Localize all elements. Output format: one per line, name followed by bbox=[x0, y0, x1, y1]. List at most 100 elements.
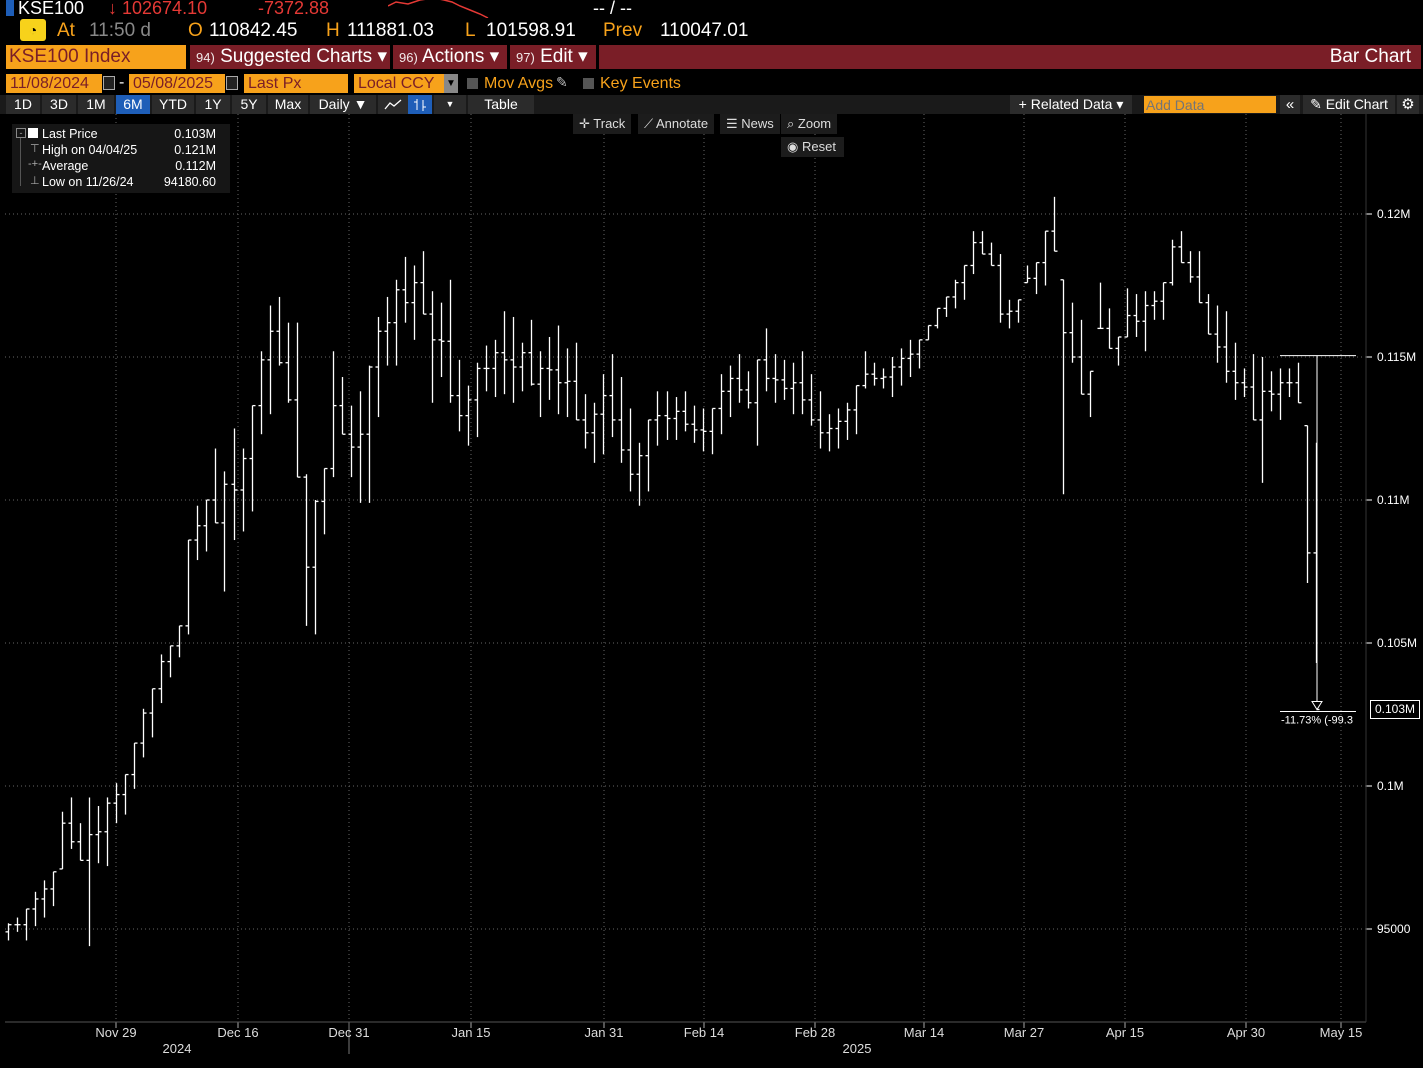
chart-style-dropdown-icon[interactable]: ▼ bbox=[434, 95, 466, 114]
period-1m[interactable]: 1M bbox=[78, 95, 114, 114]
ohlc-bar bbox=[1024, 265, 1031, 284]
price-chart[interactable]: -11.73% (-99.3 bbox=[0, 114, 1423, 1054]
period-1y[interactable]: 1Y bbox=[196, 95, 230, 114]
legend-low-value: 94180.60 bbox=[163, 175, 216, 189]
period-1d[interactable]: 1D bbox=[6, 95, 40, 114]
key-events-checkbox[interactable] bbox=[583, 78, 594, 89]
crosshair-icon: ✛ bbox=[579, 116, 594, 131]
ohlc-bar bbox=[1033, 261, 1040, 295]
ohlc-bar bbox=[673, 397, 680, 440]
start-date-field[interactable]: 11/08/2024 bbox=[6, 74, 102, 93]
period-6m[interactable]: 6M bbox=[116, 95, 150, 114]
period-5y[interactable]: 5Y bbox=[232, 95, 266, 114]
line-chart-icon[interactable] bbox=[378, 95, 408, 114]
key-events-label: Key Events bbox=[600, 75, 681, 92]
edit-button[interactable]: 97) Edit ▾ bbox=[510, 45, 596, 69]
related-data-button[interactable]: + Related Data ▾ bbox=[1010, 95, 1132, 114]
security-field[interactable]: KSE100 Index bbox=[6, 45, 186, 69]
reset-button[interactable]: ◉ Reset bbox=[781, 137, 844, 157]
frequency-select[interactable]: Daily ▼ bbox=[310, 95, 376, 114]
y-tick-label: 0.115M bbox=[1377, 350, 1417, 364]
gear-icon[interactable]: ⚙ bbox=[1397, 95, 1419, 114]
track-button[interactable]: ✛ Track bbox=[573, 114, 632, 134]
add-data-input[interactable] bbox=[1144, 96, 1276, 113]
ohlc-bar bbox=[528, 319, 535, 386]
collapse-chevrons-icon[interactable]: « bbox=[1280, 95, 1300, 114]
news-button[interactable]: ☰ News bbox=[720, 114, 780, 134]
speedometer-icon[interactable]: ◔ bbox=[20, 19, 46, 41]
zoom-button[interactable]: ⌕ Zoom bbox=[781, 114, 838, 134]
mov-avgs-checkbox[interactable] bbox=[467, 78, 478, 89]
legend-average: Average 0.112M bbox=[42, 158, 222, 174]
pencil-icon[interactable]: ✎ bbox=[556, 74, 568, 90]
ohlc-bar bbox=[1106, 308, 1113, 350]
ohlc-bar bbox=[1160, 281, 1167, 320]
ohlc-bar bbox=[339, 377, 346, 435]
ohlc-bar bbox=[1268, 371, 1275, 412]
suggested-charts-button[interactable]: 94) Suggested Charts ▾ bbox=[190, 45, 390, 69]
currency-select[interactable]: Local CCY bbox=[354, 74, 444, 93]
ohlc-bar bbox=[1187, 251, 1194, 283]
bar-chart-icon[interactable] bbox=[408, 95, 432, 114]
table-button[interactable]: Table bbox=[468, 95, 534, 114]
ohlc-bar bbox=[907, 339, 914, 378]
ohlc-bar bbox=[609, 354, 616, 438]
legend-high-label: High on 04/04/25 bbox=[42, 143, 138, 157]
ohlc-bar bbox=[465, 385, 472, 446]
end-calendar-icon[interactable] bbox=[226, 76, 238, 90]
prev-label: Prev bbox=[603, 20, 643, 41]
collapse-legend-icon[interactable]: - bbox=[16, 128, 26, 138]
ohlc-bar bbox=[41, 880, 48, 918]
edit-chart-label: Edit Chart bbox=[1325, 96, 1388, 112]
year-label: 2024 bbox=[162, 1041, 192, 1056]
ohlc-bar bbox=[194, 505, 201, 561]
currency-dropdown-icon[interactable]: ▼ bbox=[444, 74, 458, 93]
chart-controls: 11/08/2024 - 05/08/2025 Last Px Local CC… bbox=[0, 74, 1423, 94]
ohlc-bar bbox=[1277, 368, 1284, 420]
ohlc-bar bbox=[618, 377, 625, 463]
price-field-select[interactable]: Last Px bbox=[244, 74, 348, 93]
start-calendar-icon[interactable] bbox=[103, 76, 115, 90]
ohlc-bar bbox=[104, 797, 111, 867]
period-ytd[interactable]: YTD bbox=[152, 95, 194, 114]
ohlc-bar bbox=[573, 342, 580, 421]
ohlc-bar bbox=[997, 254, 1004, 323]
ohlc-bar bbox=[1087, 370, 1094, 418]
mov-avgs-label: Mov Avgs bbox=[484, 75, 554, 92]
ohlc-bar bbox=[411, 265, 418, 340]
drawdown-label: -11.73% (-99.3 bbox=[1281, 715, 1353, 727]
period-max[interactable]: Max bbox=[268, 95, 308, 114]
actions-button[interactable]: 96) Actions ▾ bbox=[393, 45, 507, 69]
ohlc-bar bbox=[1259, 357, 1266, 483]
ohlc-bar bbox=[1133, 294, 1140, 337]
edit-number: 97) bbox=[516, 50, 535, 65]
ohlc-bar bbox=[1042, 230, 1049, 286]
ohlc-bar bbox=[817, 391, 824, 449]
ohlc-bar bbox=[113, 783, 120, 824]
ohlc-bar bbox=[492, 339, 499, 398]
ohlc-bar bbox=[212, 448, 219, 524]
ohlc-bar bbox=[456, 359, 463, 432]
ohlc-bar bbox=[555, 325, 562, 415]
ohlc-bar bbox=[519, 342, 526, 392]
end-date-field[interactable]: 05/08/2025 bbox=[129, 74, 225, 93]
ohlc-bar bbox=[1151, 291, 1158, 320]
date-range-dash: - bbox=[119, 74, 125, 91]
legend-high: High on 04/04/25 0.121M bbox=[42, 142, 222, 158]
ohlc-bar bbox=[366, 365, 373, 503]
legend-last: Last Price 0.103M bbox=[42, 126, 222, 142]
ohlc-bar bbox=[131, 742, 138, 789]
track-label: Track bbox=[593, 116, 626, 131]
ohlc-bar bbox=[510, 316, 517, 403]
ohlc-bar bbox=[1178, 231, 1185, 264]
annotate-button[interactable]: ⟋ Annotate bbox=[638, 114, 715, 134]
ohlc-bar bbox=[654, 391, 661, 446]
ohlc-bar bbox=[357, 391, 364, 503]
period-3d[interactable]: 3D bbox=[42, 95, 76, 114]
legend-low-label: Low on 11/26/24 bbox=[42, 175, 134, 189]
ohlc-bar bbox=[384, 296, 391, 366]
ohlc-bar bbox=[970, 231, 977, 275]
edit-chart-button[interactable]: ✎ Edit Chart bbox=[1303, 95, 1395, 114]
price-change: -7372.88 bbox=[258, 0, 330, 18]
ohlc-bar bbox=[682, 391, 689, 432]
